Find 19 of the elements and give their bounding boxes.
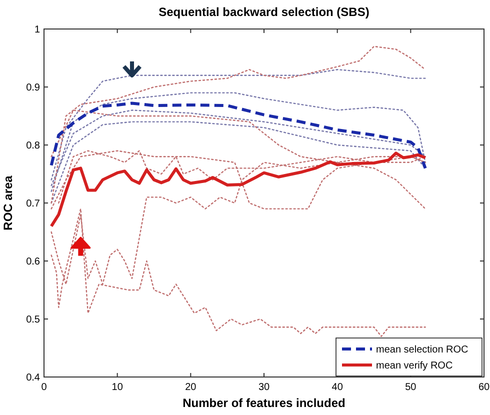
y-tick-label: 0.8 [26,140,40,152]
y-tick-label: 0.9 [26,82,40,94]
x-tick-label: 50 [405,382,417,393]
x-tick-label: 10 [112,382,124,393]
y-axis-title: ROC area [1,175,15,230]
chart-title: Sequential backward selection (SBS) [158,5,370,19]
x-axis-title: Number of features included [182,396,346,410]
y-tick-label: 0.4 [26,372,40,384]
y-tick-label: 1 [34,24,40,36]
y-tick-label: 0.6 [26,256,40,268]
legend-label: mean verify ROC [376,360,453,372]
x-tick-label: 30 [258,382,270,393]
x-tick-label: 40 [332,382,344,393]
y-tick-label: 0.5 [26,314,40,326]
x-tick-label: 0 [41,382,48,393]
x-tick-label: 20 [185,382,197,393]
legend-label: mean selection ROC [376,344,468,356]
y-tick-label: 0.7 [26,198,40,210]
x-tick-label: 60 [478,382,490,393]
